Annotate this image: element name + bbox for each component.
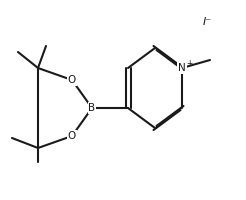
Text: I⁻: I⁻ (202, 17, 212, 27)
Text: B: B (89, 103, 95, 113)
Text: N: N (178, 63, 186, 73)
Text: O: O (68, 75, 76, 85)
Text: O: O (68, 131, 76, 141)
Text: +: + (186, 58, 192, 68)
